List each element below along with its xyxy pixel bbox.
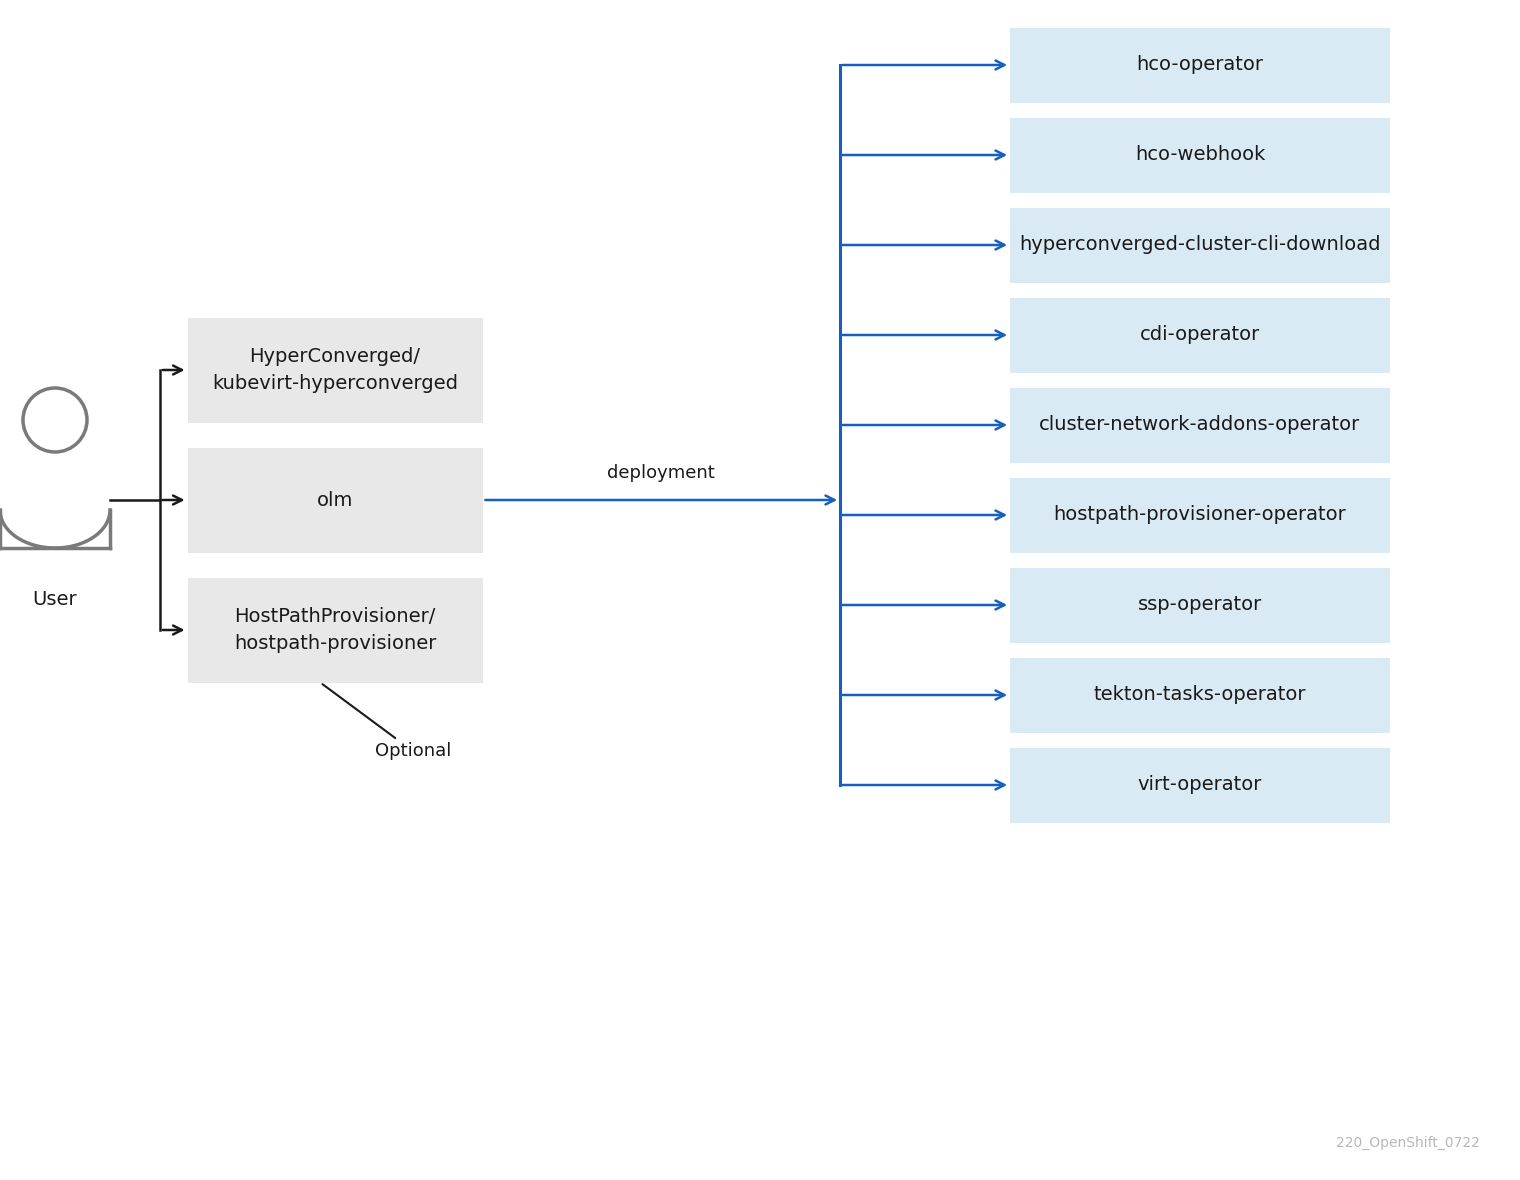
Bar	[1009, 657, 1389, 733]
Text: cdi-operator: cdi-operator	[1140, 326, 1260, 345]
Text: virt-operator: virt-operator	[1138, 775, 1262, 794]
Bar	[1009, 387, 1389, 463]
Bar	[1009, 747, 1389, 822]
Bar	[1009, 118, 1389, 192]
Text: olm: olm	[316, 491, 353, 510]
Text: hco-operator: hco-operator	[1137, 55, 1263, 74]
Text: 220_OpenShift_0722: 220_OpenShift_0722	[1336, 1136, 1480, 1150]
Bar	[187, 447, 482, 552]
Text: hco-webhook: hco-webhook	[1135, 145, 1265, 164]
Text: Optional: Optional	[322, 684, 451, 760]
Text: User: User	[33, 590, 78, 609]
Text: tekton-tasks-operator: tekton-tasks-operator	[1094, 686, 1306, 704]
Bar	[187, 317, 482, 422]
Text: cluster-network-addons-operator: cluster-network-addons-operator	[1040, 415, 1360, 434]
Bar	[1009, 478, 1389, 552]
Bar	[187, 577, 482, 682]
Text: hyperconverged-cluster-cli-download: hyperconverged-cluster-cli-download	[1020, 236, 1380, 255]
Text: hostpath-provisioner-operator: hostpath-provisioner-operator	[1053, 505, 1347, 524]
Text: HyperConverged/
kubevirt-hyperconverged: HyperConverged/ kubevirt-hyperconverged	[211, 347, 458, 393]
Bar	[1009, 297, 1389, 373]
Text: deployment: deployment	[608, 464, 714, 481]
Text: HostPathProvisioner/
hostpath-provisioner: HostPathProvisioner/ hostpath-provisione…	[234, 608, 436, 653]
Bar	[1009, 568, 1389, 642]
Bar	[1009, 27, 1389, 103]
Text: ssp-operator: ssp-operator	[1138, 596, 1262, 615]
Bar	[1009, 208, 1389, 282]
